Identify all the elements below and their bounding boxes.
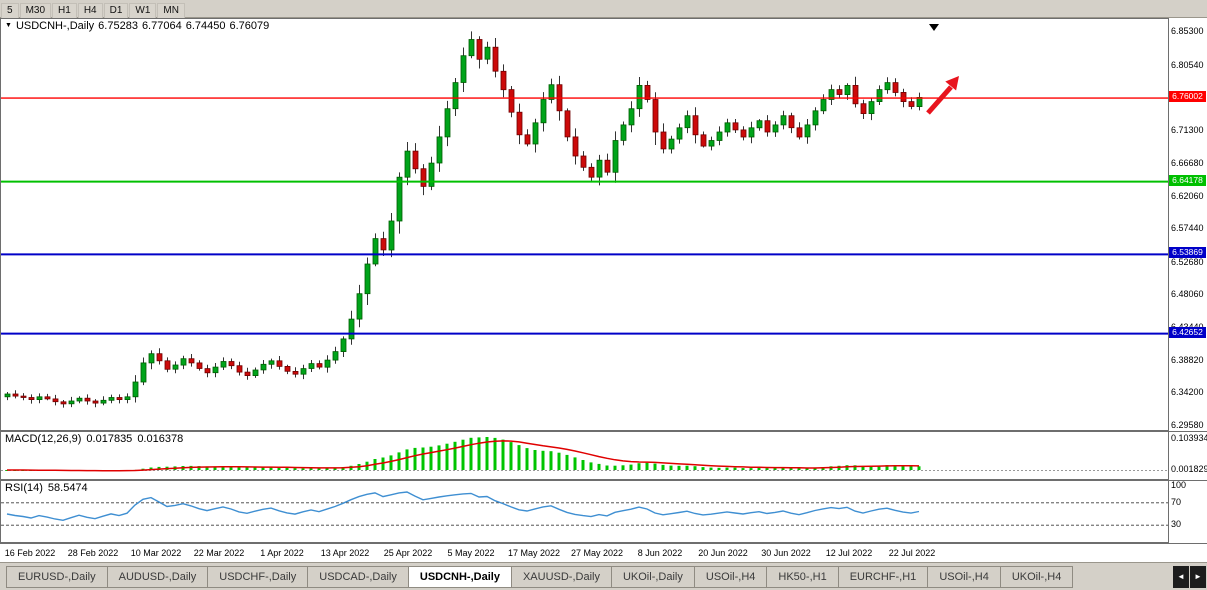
rsi-level-label: 30 bbox=[1171, 519, 1182, 530]
price-axis[interactable]: 6.85300 6.80540 6.71300 6.66680 6.62060 6.574… bbox=[1169, 18, 1207, 562]
rsi-pane[interactable]: RSI(14) 58.5474 bbox=[0, 480, 1169, 543]
price-axis-label: 6.66680 bbox=[1171, 157, 1204, 168]
macd-pane[interactable]: MACD(12,26,9) 0.017835 0.016378 bbox=[0, 431, 1169, 480]
macd-label: MACD(12,26,9) 0.017835 0.016378 bbox=[5, 433, 188, 445]
macd-main-value: 0.017835 bbox=[86, 433, 133, 445]
chart-tab-usdcnh-daily[interactable]: USDCNH-,Daily bbox=[407, 566, 511, 588]
timeframe-mn-button[interactable]: MN bbox=[157, 3, 185, 19]
tab-nav: ◄ ► bbox=[1172, 566, 1206, 588]
chart-tab-ukoil-daily[interactable]: UKOil-,Daily bbox=[610, 566, 694, 588]
rsi-name: RSI(14) bbox=[5, 482, 43, 494]
candlestick-chart[interactable] bbox=[1, 19, 1168, 430]
date-label: 13 Apr 2022 bbox=[320, 548, 370, 558]
chart-tab-usdchf-daily[interactable]: USDCHF-,Daily bbox=[207, 566, 308, 588]
date-label: 10 Mar 2022 bbox=[130, 548, 182, 558]
chart-title: ▼ USDCNH-,Daily 6.75283 6.77064 6.74450 6.760… bbox=[5, 20, 273, 32]
chart-tab-usoil-h4[interactable]: USOil-,H4 bbox=[693, 566, 767, 588]
chart-tab-bar: EURUSD-,Daily AUDUSD-,Daily USDCHF-,Daily U… bbox=[0, 562, 1207, 590]
macd-signal-value: 0.016378 bbox=[137, 433, 184, 445]
chart-tab-usdcad-daily[interactable]: USDCAD-,Daily bbox=[307, 566, 408, 588]
chart-dropdown-icon[interactable]: ▼ bbox=[5, 22, 12, 29]
date-label: 25 Apr 2022 bbox=[383, 548, 433, 558]
price-axis-label: 6.57440 bbox=[1171, 223, 1204, 234]
date-label: 1 Apr 2022 bbox=[260, 548, 304, 558]
chart-tab-ukoil-h4[interactable]: UKOil-,H4 bbox=[999, 566, 1074, 588]
date-label: 20 Jun 2022 bbox=[698, 548, 748, 558]
chart-tab-eurchf-h1[interactable]: EURCHF-,H1 bbox=[837, 566, 928, 588]
price-axis-label: 6.52680 bbox=[1171, 256, 1204, 267]
price-axis-label: 6.38820 bbox=[1171, 354, 1204, 365]
tab-scroll-right-button[interactable]: ► bbox=[1190, 566, 1206, 588]
macd-axis-label: 0.103934 bbox=[1171, 433, 1207, 443]
pane-separator bbox=[1169, 480, 1207, 481]
date-label: 22 Mar 2022 bbox=[193, 548, 245, 558]
chart-tab-audusd-daily[interactable]: AUDUSD-,Daily bbox=[106, 566, 208, 588]
rsi-label: RSI(14) 58.5474 bbox=[5, 482, 93, 494]
price-axis-label: 6.29580 bbox=[1171, 419, 1204, 430]
price-axis-label: 6.48060 bbox=[1171, 289, 1204, 300]
tab-scroll-left-button[interactable]: ◄ bbox=[1173, 566, 1189, 588]
chart-tab-xauusd-daily[interactable]: XAUUSD-,Daily bbox=[510, 566, 611, 588]
rsi-chart[interactable] bbox=[1, 481, 1168, 542]
timeframe-w1-button[interactable]: W1 bbox=[129, 3, 157, 19]
rsi-value: 58.5474 bbox=[47, 482, 88, 494]
trend-arrow-annotation[interactable] bbox=[926, 76, 959, 115]
timeframe-h4-button[interactable]: H4 bbox=[77, 3, 103, 19]
date-label: 5 May 2022 bbox=[447, 548, 495, 558]
chart-tab-eurusd-daily[interactable]: EURUSD-,Daily bbox=[6, 566, 107, 588]
chart-tab-hk50-h1[interactable]: HK50-,H1 bbox=[766, 566, 838, 588]
date-label: 30 Jun 2022 bbox=[761, 548, 811, 558]
timeframe-d1-button[interactable]: D1 bbox=[103, 3, 129, 19]
date-label: 12 Jul 2022 bbox=[825, 548, 873, 558]
chart-tabs: EURUSD-,Daily AUDUSD-,Daily USDCHF-,Daily U… bbox=[6, 566, 1207, 588]
chart-open-value: 6.75283 bbox=[98, 20, 138, 32]
macd-name: MACD(12,26,9) bbox=[5, 433, 82, 445]
date-label: 27 May 2022 bbox=[570, 548, 624, 558]
time-axis[interactable]: 16 Feb 2022 28 Feb 2022 10 Mar 2022 22 Mar … bbox=[0, 543, 1169, 562]
down-arrow-marker[interactable] bbox=[929, 24, 939, 31]
rsi-level-label: 70 bbox=[1171, 496, 1182, 507]
chart-symbol-period: USDCNH-,Daily bbox=[15, 20, 95, 32]
date-label: 22 Jul 2022 bbox=[888, 548, 936, 558]
chart-low-value: 6.74450 bbox=[185, 20, 226, 32]
chart-close-value: 6.76079 bbox=[229, 20, 270, 32]
price-axis-label: 6.85300 bbox=[1171, 26, 1204, 37]
price-chart-pane[interactable]: ▼ USDCNH-,Daily 6.75283 6.77064 6.74450 6.760… bbox=[0, 18, 1169, 431]
chart-tab-usoil-h4[interactable]: USOil-,H4 bbox=[927, 566, 1000, 588]
macd-axis-label: 0.001829 bbox=[1171, 464, 1207, 474]
date-label: 16 Feb 2022 bbox=[4, 548, 56, 558]
chart-window: ▼ USDCNH-,Daily 6.75283 6.77064 6.74450 6.760… bbox=[0, 18, 1207, 562]
price-axis-label: 6.34200 bbox=[1171, 387, 1204, 398]
price-line-tag: 6.42652 bbox=[1169, 326, 1206, 338]
timeframe-h1-button[interactable]: H1 bbox=[52, 3, 77, 19]
pane-separator bbox=[1169, 431, 1207, 432]
pane-separator bbox=[1169, 543, 1207, 544]
timeframe-toolbar: 5 M30 H1 H4 D1 W1 MN bbox=[0, 0, 1207, 19]
price-line-tag: 6.76002 bbox=[1169, 91, 1206, 103]
price-line-tag: 6.53869 bbox=[1169, 247, 1206, 259]
macd-chart[interactable] bbox=[1, 432, 1168, 479]
price-axis-label: 6.80540 bbox=[1171, 60, 1204, 71]
price-axis-label: 6.71300 bbox=[1171, 125, 1204, 136]
chart-high-value: 6.77064 bbox=[141, 20, 182, 32]
rsi-level-label: 100 bbox=[1171, 480, 1187, 490]
price-axis-label: 6.62060 bbox=[1171, 190, 1204, 201]
date-label: 8 Jun 2022 bbox=[637, 548, 683, 558]
price-line-tag: 6.64178 bbox=[1169, 174, 1206, 186]
date-label: 28 Feb 2022 bbox=[67, 548, 119, 558]
timeframe-5-button[interactable]: 5 bbox=[1, 3, 19, 19]
date-label: 17 May 2022 bbox=[507, 548, 561, 558]
timeframe-m30-button[interactable]: M30 bbox=[19, 3, 52, 19]
